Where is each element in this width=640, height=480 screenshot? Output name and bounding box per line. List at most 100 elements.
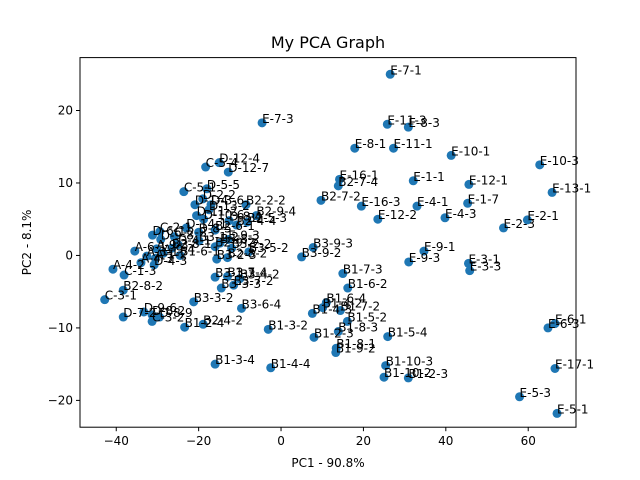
data-point-label: E-7-3 [262,112,294,126]
data-point [204,205,214,215]
data-point-label: B1-6-1 [180,244,220,258]
data-point-label: B2-5-3 [247,211,287,225]
data-point [169,232,179,242]
data-point-label: B3-4-2 [240,268,280,282]
x-axis-label: PC1 - 90.8% [291,456,364,470]
data-point [389,143,399,153]
data-point-label: C-3-1 [105,289,137,303]
data-point-label: E-6-3 [548,317,580,331]
data-point [155,227,165,237]
data-point [373,214,383,224]
data-point [149,260,159,270]
data-point [192,211,202,221]
data-point [229,280,239,290]
data-point [224,216,234,226]
chart-title: My PCA Graph [271,33,385,52]
data-point-label: E-13-1 [552,181,591,195]
data-point [266,363,276,373]
data-point-label: B1-2-4 [185,316,225,330]
x-tick-label: −20 [186,434,211,448]
data-point [419,246,429,256]
data-point-label: D-7-2 [123,306,156,320]
data-point [189,297,199,307]
data-point-label: D-9-6 [144,301,177,315]
data-point [148,230,158,240]
data-point [242,217,252,227]
data-point-label: A-3-1 [147,245,179,259]
y-tick-label: 20 [58,104,73,118]
data-point-label: D-3-6 [211,194,244,208]
data-point [552,408,562,418]
data-point [318,303,328,313]
data-point [535,160,545,170]
data-point [307,308,317,318]
data-point-label: B1-8-3 [338,321,378,335]
data-point-label: E-17-1 [555,357,594,371]
data-point [382,119,392,129]
data-point-label: B1-2-3 [314,326,354,340]
data-point [463,198,473,208]
data-point-label: B2-6-1 [215,219,255,233]
data-point-label: C-5-1 [184,181,216,195]
data-point [179,187,189,197]
data-point-label: C-5-4 [206,156,238,170]
data-point [498,223,508,233]
x-tick-label: 0 [277,434,285,448]
data-point-label: B1-7-3 [343,263,383,277]
data-point [136,258,146,268]
data-point [130,246,140,256]
data-point [309,332,319,342]
data-point [147,316,157,326]
data-point-label: D-12-4 [219,152,260,166]
y-tick-label: −10 [48,321,73,335]
data-point [550,363,560,373]
data-point-label: D-6-1 [153,224,186,238]
data-point-label: B3-9-3 [313,236,353,250]
data-point [142,251,152,261]
data-point-label: B2-9-4 [256,205,296,219]
data-point-label: D-12-7 [228,161,269,175]
data-point-label: D-2-2 [203,188,236,202]
data-point-label: E-4-1 [417,195,449,209]
data-point-label: B2-8-2 [227,247,267,261]
data-point-label: D-13-2 [209,199,250,213]
data-point [198,319,208,329]
y-axis-label: PC2 - 8.1% [20,210,34,276]
data-point-label: E-8-1 [355,137,387,151]
data-point [118,285,128,295]
data-point-label: B1-6-2 [348,277,388,291]
data-point-label: B1-3-4 [215,353,255,367]
data-point [403,122,413,132]
data-point-label: B3-2-2 [232,237,272,251]
data-point [404,257,414,267]
plot-frame [79,57,577,428]
data-point-label: A-1-2 [155,247,187,261]
data-point-label: B1-4-3 [312,302,352,316]
data-point-label: B2-9-2 [215,236,255,250]
data-point-label: B3-2-3 [217,248,257,262]
data-point-label: B3-1-2 [199,230,239,244]
data-point [464,179,474,189]
data-point [210,272,220,282]
data-point-label: A-4-3 [141,252,173,266]
y-axis-ticks: −20 −10 0 10 20 [48,104,80,407]
data-point-label: E-5-1 [557,402,589,416]
data-point-label: E-1-1 [413,170,445,184]
point-labels-layer: E-7-1 E-7-3 E-11-3E-8-3 E-8-1 E-11-1 E-10-1 E-… [105,63,594,416]
data-point-label: B2-7-2 [321,189,361,203]
data-point [356,201,366,211]
data-point [216,283,226,293]
data-point-label: E-12-1 [469,173,508,187]
data-point [152,244,162,254]
data-point [212,254,222,264]
data-point-label: B1-6-4 [326,292,366,306]
data-point-label: A-4-2 [113,258,145,272]
data-point [383,332,393,342]
data-point-label: D-9-8 [161,229,194,243]
data-point-label: E-8-3 [408,116,440,130]
data-point-label: C-2-2 [174,226,206,240]
data-point-label: E-6-1 [555,313,587,327]
data-point [118,312,128,322]
data-point [227,243,237,253]
